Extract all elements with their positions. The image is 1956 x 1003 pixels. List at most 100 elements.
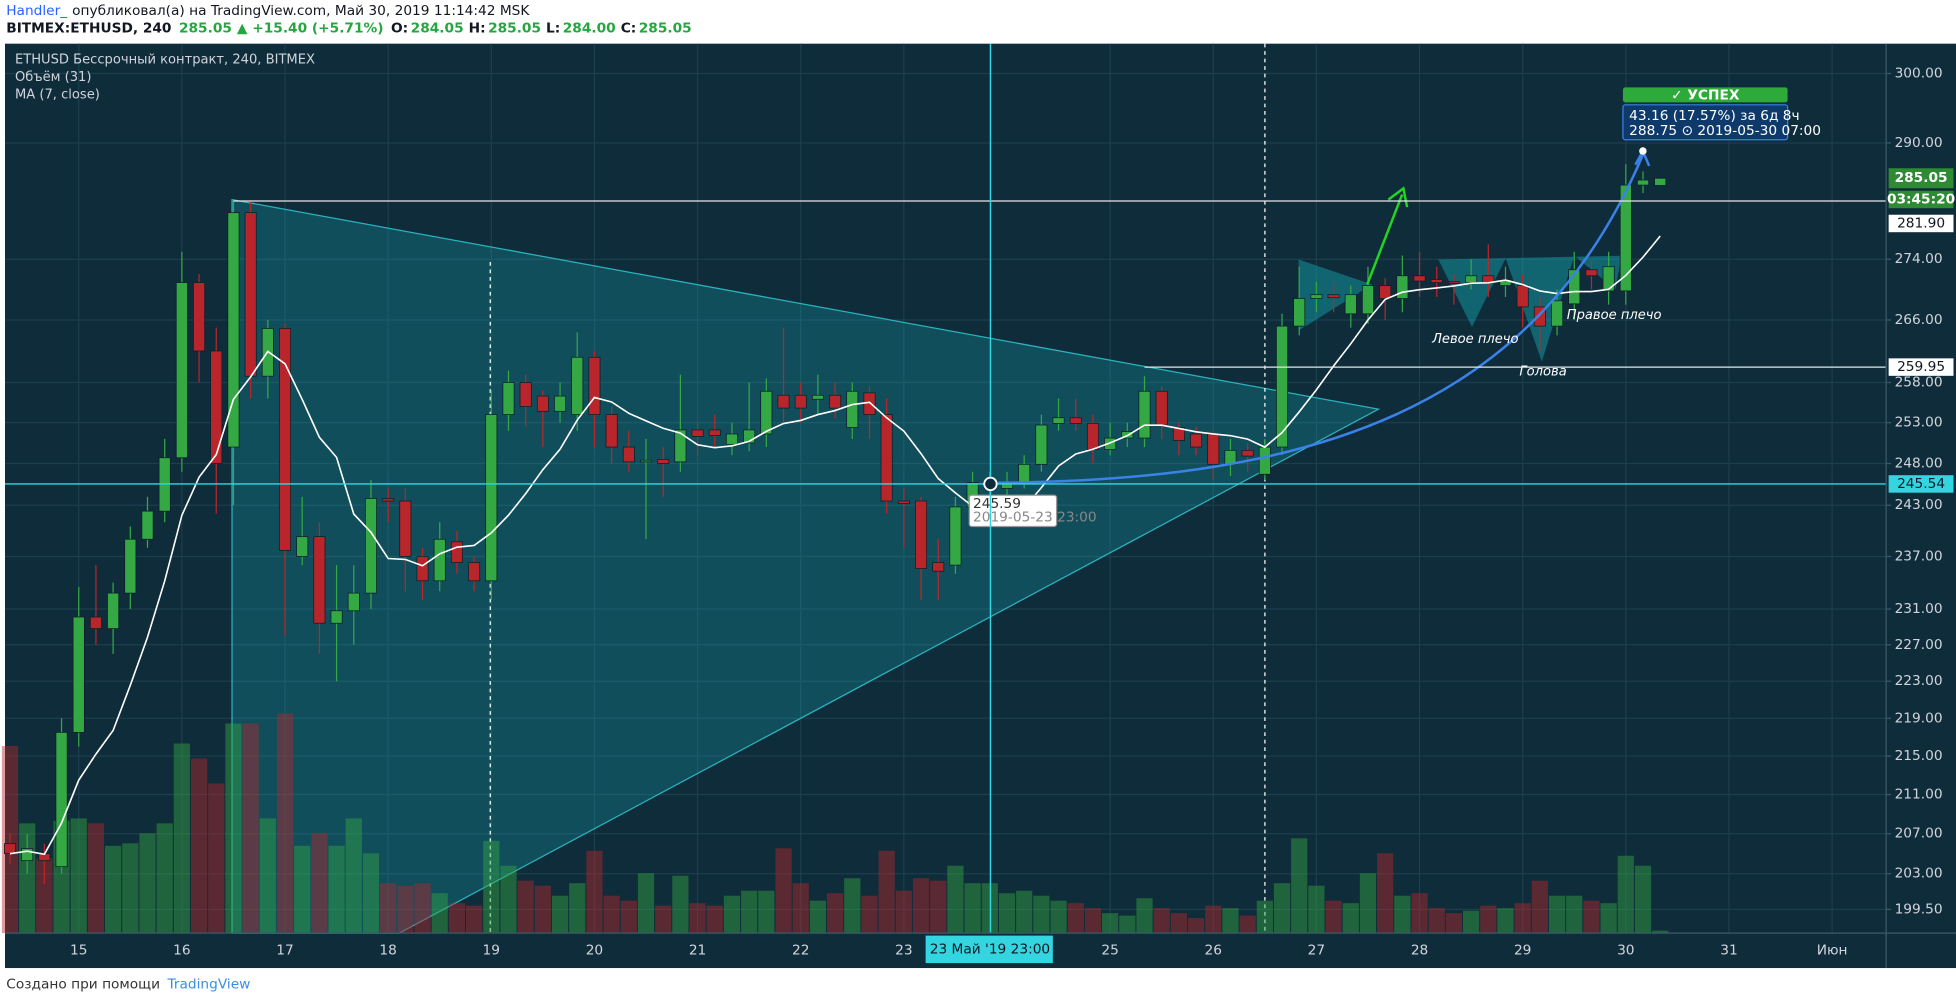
candle-body bbox=[1069, 417, 1082, 424]
candle-body bbox=[1465, 275, 1478, 283]
candle-body bbox=[279, 328, 292, 551]
y-tick-label: 253.00 bbox=[1895, 415, 1943, 431]
volume-bar bbox=[122, 843, 139, 934]
volume-bar bbox=[1084, 908, 1102, 934]
ohlc-val: 284.05 bbox=[411, 21, 464, 37]
volume-bar bbox=[1394, 895, 1411, 934]
candle-body bbox=[880, 414, 893, 502]
candle-body bbox=[1258, 446, 1271, 475]
candle-body bbox=[622, 446, 635, 463]
volume-bar bbox=[1566, 895, 1583, 934]
crosshair-time-box bbox=[925, 935, 1053, 964]
candle-body bbox=[1018, 463, 1031, 483]
candle-body bbox=[1585, 269, 1598, 277]
footer: Создано при помощи TradingView bbox=[6, 976, 250, 992]
green-arrow bbox=[1366, 194, 1404, 285]
y-tick-label: 207.00 bbox=[1895, 826, 1943, 842]
volume-bar bbox=[912, 878, 930, 934]
volume-bar bbox=[1016, 890, 1033, 934]
candle-body bbox=[1637, 179, 1650, 186]
candle-body bbox=[1190, 433, 1203, 448]
y-tick-label: 300.00 bbox=[1895, 66, 1943, 82]
volume-bar bbox=[380, 883, 397, 934]
volume-bar bbox=[156, 823, 173, 934]
x-tick-label: 23 bbox=[895, 943, 912, 959]
volume-bar bbox=[1617, 855, 1634, 934]
candle-body bbox=[674, 429, 687, 463]
volume-bar bbox=[1411, 893, 1428, 934]
y-tick-label: 237.00 bbox=[1895, 548, 1943, 564]
volume-bar bbox=[1497, 908, 1514, 934]
candle-body bbox=[846, 390, 859, 428]
user-link[interactable]: Handler_ bbox=[6, 3, 67, 19]
volume-bar bbox=[139, 833, 156, 934]
published: опубликовал(а) на TradingView.com, Май 3… bbox=[72, 3, 530, 19]
x-tick-label: 21 bbox=[689, 943, 706, 959]
volume-bar bbox=[1514, 903, 1531, 934]
volume-bar bbox=[173, 743, 190, 934]
symbol: BITMEX:ETHUSD, 240 bbox=[6, 21, 171, 37]
left-shoulder-label: Левое плечо bbox=[1431, 332, 1518, 347]
candle-body bbox=[193, 282, 206, 352]
volume-bar bbox=[534, 885, 551, 934]
x-tick-label: 27 bbox=[1308, 943, 1325, 959]
volume-bar bbox=[397, 885, 414, 934]
countdown-label: 03:45:20 bbox=[1887, 191, 1955, 207]
candle-body bbox=[1533, 306, 1546, 327]
candle-body bbox=[1310, 294, 1323, 299]
x-tick-label: 25 bbox=[1101, 943, 1118, 959]
volume-bar bbox=[964, 883, 981, 934]
volume-bar bbox=[826, 893, 844, 934]
ohlc-key: H: bbox=[469, 21, 486, 37]
volume-bar bbox=[105, 845, 122, 934]
candle-body bbox=[1327, 294, 1340, 299]
candle-body bbox=[502, 382, 515, 415]
last: 285.05 bbox=[179, 21, 232, 37]
x-tick-label: 30 bbox=[1617, 943, 1634, 959]
candle-body bbox=[399, 500, 412, 557]
candle-body bbox=[949, 506, 962, 566]
volume-bar bbox=[998, 893, 1016, 934]
candle-body bbox=[743, 429, 756, 444]
y-tick-label: 211.00 bbox=[1895, 787, 1943, 803]
x-tick-label: 26 bbox=[1205, 943, 1222, 959]
candle-body bbox=[777, 394, 790, 409]
y-tick-label: 274.00 bbox=[1895, 251, 1943, 267]
candle-body bbox=[760, 390, 773, 435]
volume-bar bbox=[620, 900, 637, 934]
candle-body bbox=[657, 459, 670, 464]
y-tick-label: 203.00 bbox=[1895, 866, 1943, 882]
y-tick-label: 248.00 bbox=[1895, 456, 1943, 472]
measure-sub: 288.75 ⊙ 2019-05-30 07:00 bbox=[1629, 123, 1821, 139]
volume-bar bbox=[362, 853, 380, 934]
candle-body bbox=[416, 556, 429, 582]
candle-body bbox=[571, 356, 584, 415]
candle-body bbox=[519, 382, 532, 407]
crosshair-point bbox=[983, 476, 998, 492]
volume-bar bbox=[87, 823, 105, 934]
candle-body bbox=[640, 459, 652, 463]
volume-bar bbox=[930, 880, 947, 934]
volume-bar bbox=[517, 880, 534, 934]
volume-bar bbox=[311, 833, 328, 934]
volume bbox=[1, 713, 1669, 934]
candle-body bbox=[244, 212, 257, 377]
volume-bar bbox=[1102, 913, 1119, 934]
volume-bar bbox=[586, 850, 603, 934]
candle-body bbox=[1052, 417, 1065, 424]
symbol-line: BITMEX:ETHUSD, 240 285.05 ▲ +15.40 (+5.71%… bbox=[6, 21, 691, 37]
x-tick-label: 31 bbox=[1720, 943, 1737, 959]
ohlc-val: 285.05 bbox=[488, 21, 541, 37]
volume-bar bbox=[1136, 898, 1153, 934]
change: ▲ +15.40 (+5.71%) bbox=[237, 21, 384, 37]
footer-brand[interactable]: TradingView bbox=[167, 976, 251, 992]
legend-symbol: ETHUSD Бессрочный контракт, 240, BITMEX bbox=[15, 52, 315, 67]
candle-body bbox=[364, 498, 377, 594]
crosshair-time: 23:00 bbox=[1011, 941, 1051, 957]
volume-bar bbox=[1463, 910, 1480, 934]
volume-bar bbox=[1239, 915, 1256, 934]
countdown-box bbox=[1888, 190, 1954, 209]
volume-bar bbox=[1273, 883, 1291, 934]
candle-body bbox=[21, 848, 34, 862]
cursor-price: 245.59 bbox=[973, 496, 1021, 512]
